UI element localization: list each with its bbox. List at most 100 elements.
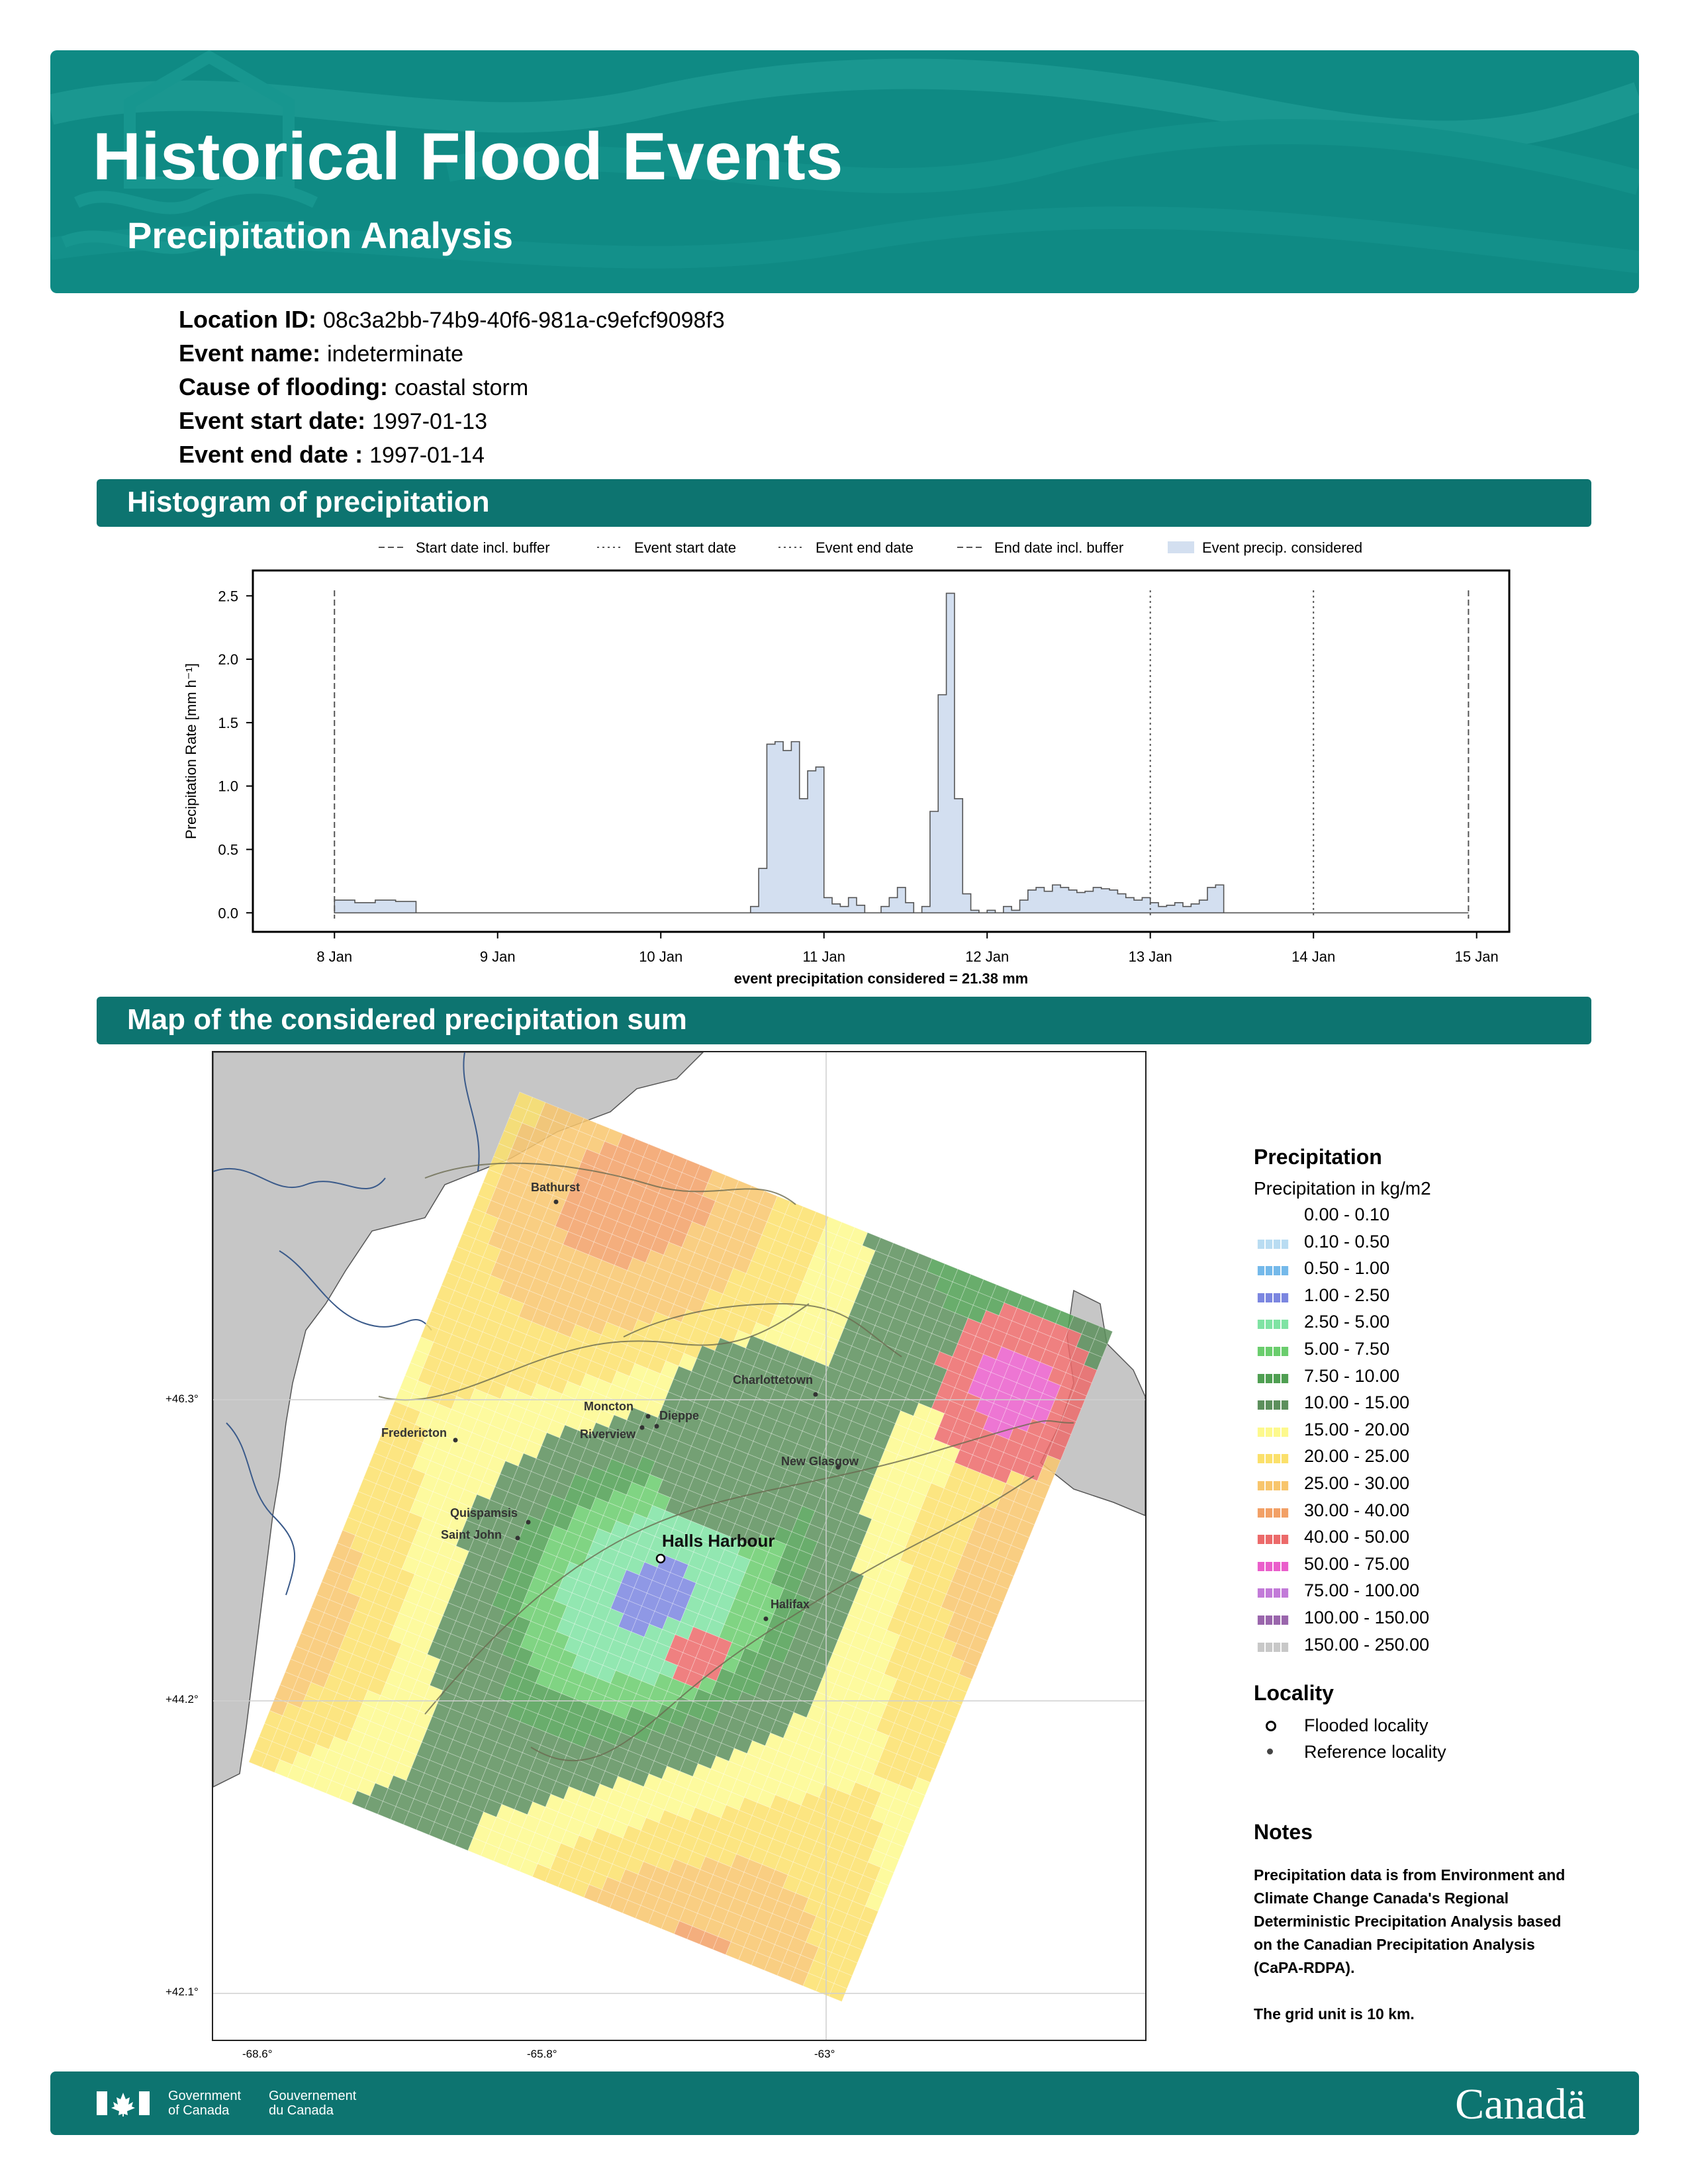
coastline — [378, 1162, 1074, 1762]
legend-class-label: 75.00 - 100.00 — [1304, 1580, 1420, 1601]
legend-class-label: 20.00 - 25.00 — [1304, 1446, 1410, 1467]
note-line: Precipitation data is from Environment a… — [1254, 1866, 1566, 1884]
legend-swatch — [1256, 1266, 1289, 1276]
reference-locality-marker — [553, 1199, 559, 1205]
rivers — [213, 1052, 480, 1596]
legend-swatch — [1256, 1239, 1289, 1249]
note-line: on the Canadian Precipitation Analysis — [1254, 1936, 1535, 1953]
legend-swatch — [1256, 1373, 1289, 1383]
info-value: 1997-01-13 — [372, 409, 487, 434]
legend-class-label: 25.00 - 30.00 — [1304, 1473, 1410, 1493]
flooded-marker-icon — [1266, 1721, 1276, 1731]
info-location-id: Location ID: 08c3a2bb-74b9-40f6-981a-c9ef… — [179, 306, 725, 334]
graticule — [213, 1052, 1145, 2040]
footer: Government of Canada Gouvernement du Can… — [50, 2071, 1639, 2135]
gov-fr-name: Gouvernement du Canada — [269, 2089, 356, 2118]
city-label: Saint John — [441, 1528, 502, 1541]
canada-wordmark: Canadä — [1455, 2080, 1586, 2128]
reference-locality-marker — [515, 1535, 520, 1541]
y-axis-label: Precipitation Rate [mm h⁻¹] — [183, 663, 199, 839]
info-label: Event end date : — [179, 441, 363, 468]
reference-locality-marker — [763, 1616, 769, 1621]
grid-cell — [828, 1983, 847, 2002]
legend-class-label: 0.50 - 1.00 — [1304, 1258, 1390, 1279]
locality-title: Locality — [1254, 1681, 1334, 1705]
legend-swatch — [1256, 1454, 1289, 1464]
legend-label: Event end date — [816, 539, 914, 556]
info-cause: Cause of flooding: coastal storm — [179, 373, 528, 401]
reference-marker-icon — [1267, 1749, 1273, 1754]
city-label: New Glasgow — [781, 1455, 859, 1468]
note-line: (CaPA-RDPA). — [1254, 1959, 1355, 1976]
reference-locality-marker — [526, 1520, 531, 1525]
reference-locality-marker — [453, 1437, 458, 1443]
legend-swatch — [1256, 1347, 1289, 1356]
locality-markers: Bathurst Charlottetown Moncton Dieppe Riverv… — [381, 1181, 859, 1621]
lat-label: +42.1° — [165, 1985, 199, 1998]
city-label: Charlottetown — [733, 1373, 813, 1387]
legend-class-label: 40.00 - 50.00 — [1304, 1527, 1410, 1547]
legend-swatch — [1256, 1293, 1289, 1302]
header-banner: Historical Flood Events Precipitation An… — [50, 50, 1639, 293]
reference-locality-marker — [645, 1414, 651, 1419]
reference-locality-marker — [639, 1425, 645, 1430]
lat-label: +44.2° — [165, 1693, 199, 1706]
precipitation-histogram: Start date incl. buffer Event start date E… — [183, 539, 1511, 987]
precipitation-map[interactable]: Bathurst Charlottetown Moncton Dieppe Riverv… — [212, 1051, 1147, 2041]
x-tick-label: 15 Jan — [1455, 948, 1499, 965]
reference-locality-marker — [654, 1424, 659, 1429]
info-end-date: Event end date :1997-01-14 — [179, 441, 485, 469]
precip-series — [334, 592, 1469, 914]
legend-class-label: 10.00 - 15.00 — [1304, 1392, 1410, 1413]
info-label: Location ID: — [179, 306, 316, 333]
y-tick-label: 0.5 — [218, 841, 238, 858]
legend-label: Start date incl. buffer — [416, 539, 550, 556]
legend-swatch — [1256, 1588, 1289, 1598]
gov-en-line: of Canada — [168, 2103, 230, 2118]
header-wave-decoration — [50, 50, 1639, 273]
event-date-lines — [334, 590, 1470, 919]
y-tick-label: 2.0 — [218, 651, 238, 668]
info-label: Event name: — [179, 340, 321, 367]
legend-swatch — [1256, 1427, 1289, 1437]
canada-flag-icon — [97, 2091, 150, 2116]
lat-label: +46.3° — [165, 1392, 199, 1405]
x-tick-label: 11 Jan — [803, 948, 845, 965]
legend-swatch — [1256, 1615, 1289, 1625]
x-tick-label: 10 Jan — [639, 948, 682, 965]
info-value: 08c3a2bb-74b9-40f6-981a-c9efcf9098f3 — [322, 308, 725, 333]
x-tick-label: 14 Jan — [1291, 948, 1335, 965]
precip-step-area — [334, 592, 1469, 914]
plot-frame — [252, 569, 1511, 933]
y-tick-label: 1.5 — [218, 715, 238, 731]
city-label: Halls Harbour — [662, 1531, 775, 1551]
city-label: Halifax — [771, 1598, 810, 1611]
legend-swatch — [1256, 1481, 1289, 1490]
legend-class-label: 150.00 - 250.00 — [1304, 1634, 1430, 1655]
x-tick-label: 9 Jan — [480, 948, 516, 965]
legend-class-label: 0.00 - 0.10 — [1304, 1205, 1390, 1224]
legend-swatch — [1256, 1508, 1289, 1518]
section-histogram-header: Histogram of precipitation — [97, 479, 1591, 527]
info-label: Cause of flooding: — [179, 373, 388, 400]
flooded-locality-marker — [655, 1553, 666, 1564]
lon-label: -63° — [814, 2048, 835, 2060]
section-map-header: Map of the considered precipitation sum — [97, 997, 1591, 1044]
legend-class-label: 15.00 - 20.00 — [1304, 1419, 1410, 1439]
legend-swatch — [1256, 1320, 1289, 1330]
y-axis-ticks: 0.0 0.5 1.0 1.5 2.0 2.5 — [218, 588, 253, 921]
city-label: Riverview — [580, 1428, 636, 1441]
info-event-name: Event name: indeterminate — [179, 340, 463, 367]
legend-class-label: 1.00 - 2.50 — [1304, 1285, 1390, 1305]
reference-locality-marker — [835, 1465, 841, 1470]
legend-class-label: 5.00 - 7.50 — [1304, 1339, 1390, 1359]
locality-label: Flooded locality — [1304, 1715, 1429, 1735]
legend-label: Event start date — [634, 539, 736, 556]
house-water-logo — [61, 50, 344, 254]
gov-en-line: Government — [168, 2089, 242, 2103]
section-title: Map of the considered precipitation sum — [127, 1003, 687, 1036]
legend-patch — [1168, 541, 1194, 553]
y-tick-label: 0.0 — [218, 905, 238, 921]
note-line: Deterministic Precipitation Analysis bas… — [1254, 1913, 1562, 1930]
city-label: Dieppe — [659, 1409, 699, 1422]
